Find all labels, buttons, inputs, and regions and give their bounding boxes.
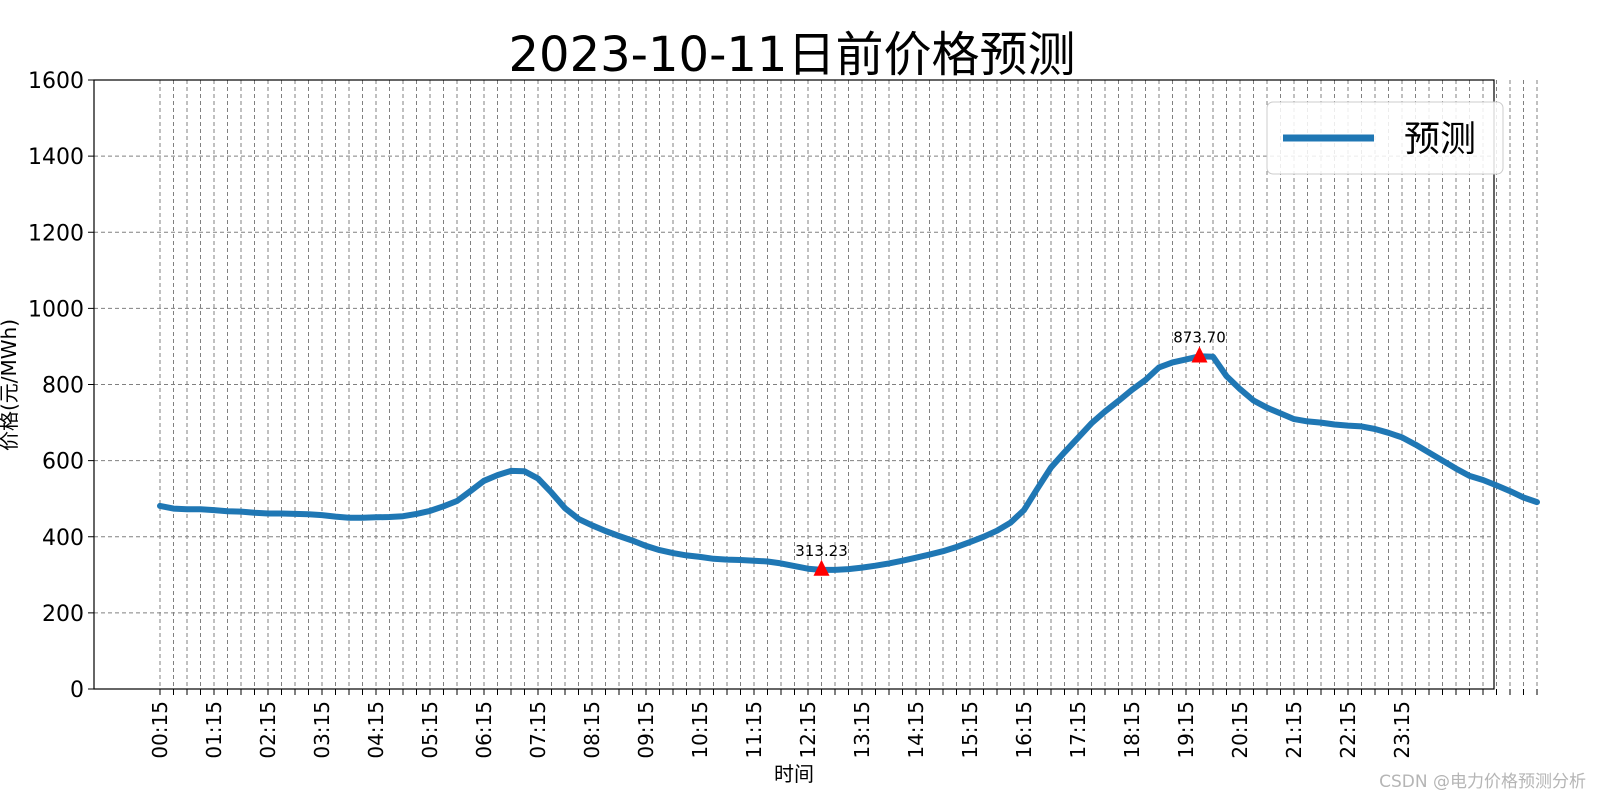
annotation-label: 313.23: [795, 542, 848, 560]
annotation-marker: [1191, 346, 1208, 363]
series-line-forecast: [157, 353, 1540, 573]
x-tick-label: 04:15: [364, 701, 388, 759]
x-tick-label: 06:15: [472, 701, 496, 759]
watermark: CSDN @电力价格预测分析: [1379, 772, 1586, 792]
x-tick-label: 10:15: [688, 701, 712, 759]
y-tick-label: 1000: [28, 297, 84, 322]
x-tick-label: 17:15: [1066, 701, 1090, 759]
x-tick-label: 15:15: [958, 701, 982, 759]
x-axis: 00:15 01:15 02:15 03:15 04:15 05:15 06:15 07:15…: [148, 689, 1538, 759]
x-tick-label: 18:15: [1120, 701, 1144, 759]
x-tick-label: 00:15: [148, 701, 172, 759]
y-axis: 0 200 400 600 800 1000 1200 1400 1600: [28, 69, 94, 703]
x-tick-label: 14:15: [904, 701, 928, 759]
x-axis-label: 时间: [774, 762, 814, 786]
y-tick-label: 1400: [28, 145, 84, 170]
x-tick-label: 21:15: [1282, 701, 1306, 759]
x-tick-label: 13:15: [850, 701, 874, 759]
y-tick-label: 400: [42, 526, 84, 551]
y-tick-label: 800: [42, 374, 84, 399]
grid: [94, 80, 1538, 689]
y-tick-label: 600: [42, 450, 84, 475]
y-tick-label: 1200: [28, 221, 84, 246]
x-tick-label: 03:15: [310, 701, 334, 759]
y-tick-label: 200: [42, 602, 84, 627]
y-tick-label: 0: [70, 678, 84, 703]
x-tick-label: 19:15: [1174, 701, 1198, 759]
x-tick-label: 02:15: [256, 701, 280, 759]
x-tick-label: 22:15: [1336, 701, 1360, 759]
chart-title: 2023-10-11日前价格预测: [509, 27, 1076, 83]
x-tick-label: 07:15: [526, 701, 550, 759]
annotation-marker: [813, 559, 830, 576]
x-tick-label: 20:15: [1228, 701, 1252, 759]
x-tick-label: 01:15: [202, 701, 226, 759]
x-tick-label: 12:15: [796, 701, 820, 759]
x-tick-label: 08:15: [580, 701, 604, 759]
legend-box: [1266, 101, 1504, 175]
annotation-label: 873.70: [1173, 328, 1226, 346]
y-tick-label: 1600: [28, 69, 84, 94]
series-group: [157, 353, 1540, 573]
annotations: 313.23 873.70: [795, 328, 1226, 576]
legend: 预测: [1266, 101, 1504, 175]
x-tick-label: 16:15: [1012, 701, 1036, 759]
x-tick-label: 05:15: [418, 701, 442, 759]
x-tick-label: 23:15: [1390, 701, 1414, 759]
legend-label: 预测: [1404, 119, 1476, 160]
x-tick-label: 11:15: [742, 701, 766, 759]
y-axis-label: 价格(元/MWh): [0, 319, 21, 451]
x-tick-label: 09:15: [634, 701, 658, 759]
